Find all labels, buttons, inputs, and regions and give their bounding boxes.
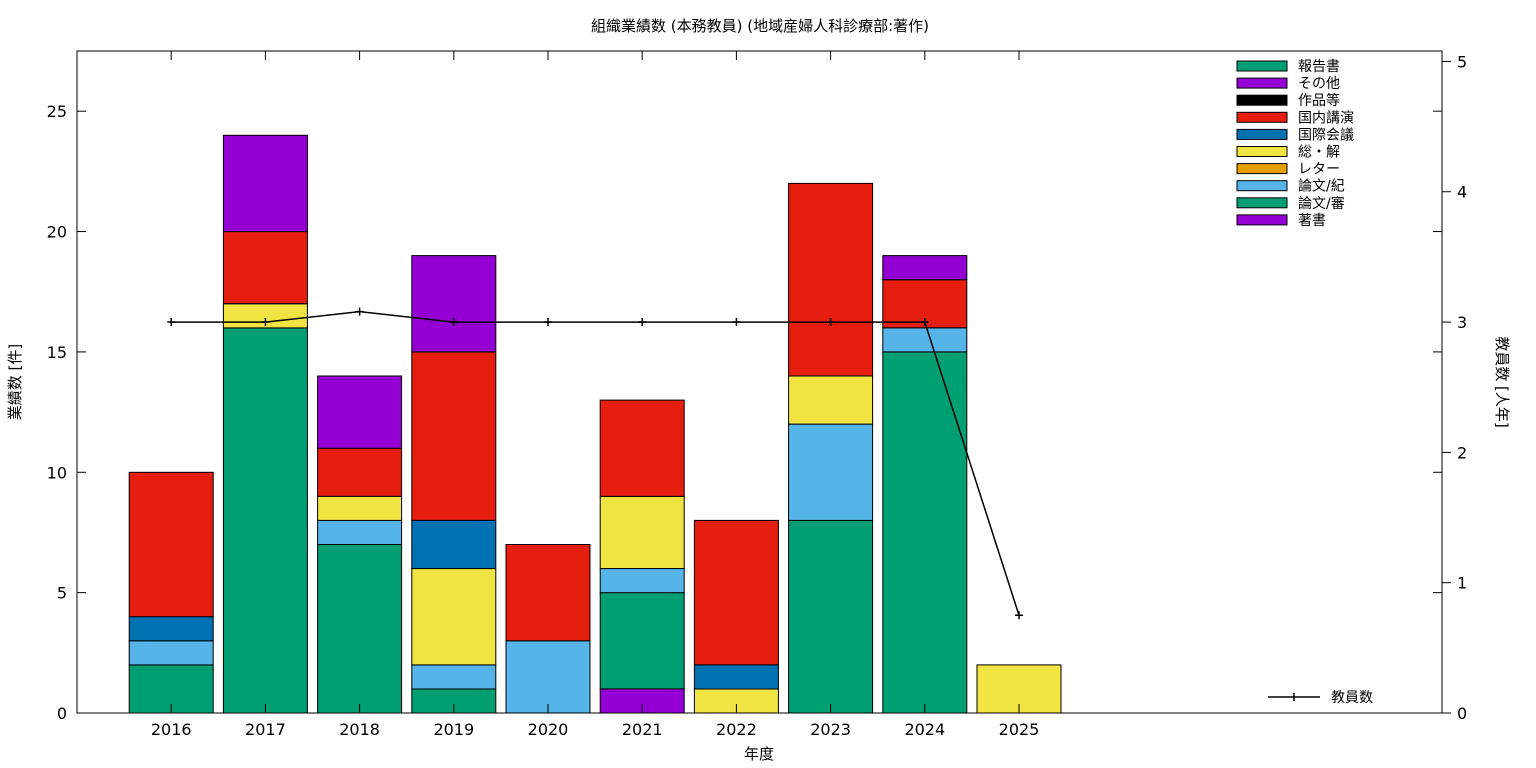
- teacher-count-point: [1015, 611, 1023, 620]
- bar-segment: [505, 640, 591, 714]
- y-tick-label: 20: [47, 223, 67, 242]
- bar-segment: [317, 375, 403, 449]
- y2-tick-label: 2: [1457, 443, 1467, 462]
- bar-segment: [222, 134, 308, 233]
- bar-segment: [128, 640, 214, 666]
- legend-label: 国内講演: [1298, 110, 1354, 126]
- x-tick-label: 2020: [528, 720, 569, 739]
- legend-swatch: [1236, 163, 1288, 175]
- legend-swatch: [1236, 60, 1288, 72]
- teacher-count-point: [920, 318, 929, 327]
- line-layer: [167, 307, 1023, 620]
- legend-label: レター: [1298, 162, 1340, 178]
- legend-swatch: [1236, 180, 1288, 192]
- legend-label: 総・解: [1298, 145, 1340, 161]
- y2-tick-label: 5: [1457, 52, 1467, 71]
- y-tick-label: 5: [57, 584, 67, 603]
- bar-segment: [788, 519, 874, 714]
- bar-segment: [411, 255, 497, 353]
- x-tick-label: 2022: [716, 720, 757, 739]
- legend-swatch: [1236, 128, 1288, 140]
- chart-title: 組織業績数 (本務教員) (地域産婦人科診療部:著作): [591, 17, 929, 35]
- legend-label: 国際会議: [1298, 126, 1354, 143]
- x-tick-label: 2018: [339, 720, 380, 739]
- bar-segment: [599, 568, 685, 594]
- y-tick-label: 0: [57, 704, 67, 723]
- x-tick-label: 2017: [245, 720, 286, 739]
- y2-tick-label: 0: [1457, 704, 1467, 723]
- bar-segment: [411, 568, 497, 666]
- bar-segment: [317, 495, 403, 521]
- legend-swatch: [1236, 197, 1288, 209]
- teacher-count-point: [261, 318, 270, 327]
- teacher-count-point: [449, 318, 458, 327]
- x-tick-label: 2019: [433, 720, 474, 739]
- bar-segment: [788, 423, 874, 521]
- legend-swatch: [1236, 77, 1288, 89]
- teacher-count-line: [171, 310, 1020, 616]
- bar-segment: [222, 231, 308, 305]
- bar-segment: [882, 351, 968, 714]
- legend-label: 論文/紀: [1298, 179, 1345, 195]
- x-tick-label: 2021: [622, 720, 663, 739]
- teacher-count-point: [826, 318, 835, 327]
- bar-segment: [317, 544, 403, 714]
- y2-tick-label: 1: [1457, 574, 1467, 593]
- y-tick-label: 15: [47, 343, 67, 362]
- teacher-count-point: [732, 318, 741, 327]
- bar-segment: [882, 327, 968, 353]
- x-tick-label: 2023: [810, 720, 851, 739]
- legend-label: 論文/審: [1298, 196, 1345, 212]
- bar-segment: [411, 519, 497, 570]
- y-axis-label: 業績数 [件]: [6, 344, 24, 420]
- legend-label: 報告書: [1298, 59, 1340, 75]
- legend-label: その他: [1298, 76, 1340, 92]
- legend-swatch: [1236, 111, 1288, 123]
- legend-label: 著書: [1298, 213, 1326, 229]
- bars: [128, 134, 1062, 714]
- teacher-count-point: [544, 318, 552, 327]
- bar-segment: [317, 447, 403, 497]
- x-tick-label: 2025: [999, 720, 1040, 739]
- teacher-count-point: [638, 318, 647, 327]
- bar-segment: [882, 255, 968, 281]
- bar-segment: [411, 664, 497, 690]
- bar-segment: [599, 399, 685, 497]
- y2-tick-label: 4: [1457, 183, 1467, 202]
- bar-segment: [411, 351, 497, 521]
- bar-segment: [317, 519, 403, 546]
- y-tick-label: 25: [47, 102, 67, 121]
- bar-segment: [788, 182, 874, 377]
- x-tick-label: 2016: [151, 720, 192, 739]
- bar-segment: [128, 616, 214, 642]
- y-tick-label: 10: [47, 463, 67, 482]
- bar-segment: [599, 592, 685, 690]
- bar-segment: [693, 519, 779, 666]
- x-tick-label: 2024: [904, 720, 945, 739]
- bar-segment: [788, 375, 874, 425]
- y2-tick-label: 3: [1457, 313, 1467, 332]
- x-axis-label: 年度: [744, 745, 774, 763]
- bar-segment: [505, 544, 591, 642]
- teacher-count-point: [355, 307, 364, 316]
- legend-swatch: [1236, 94, 1288, 106]
- plot-frame: [76, 50, 1443, 714]
- bar-segment: [222, 327, 308, 714]
- legend-swatch: [1236, 214, 1288, 226]
- teacher-count-point: [167, 318, 176, 327]
- bar-segment: [128, 471, 214, 618]
- legend-label: 作品等: [1298, 92, 1340, 109]
- legend-swatch: [1236, 146, 1288, 157]
- bar-segment: [599, 495, 685, 569]
- legend-line-label: 教員数: [1331, 690, 1373, 706]
- y2-axis-label: 教員数 [人年]: [1493, 336, 1511, 427]
- bar-segment: [693, 664, 779, 690]
